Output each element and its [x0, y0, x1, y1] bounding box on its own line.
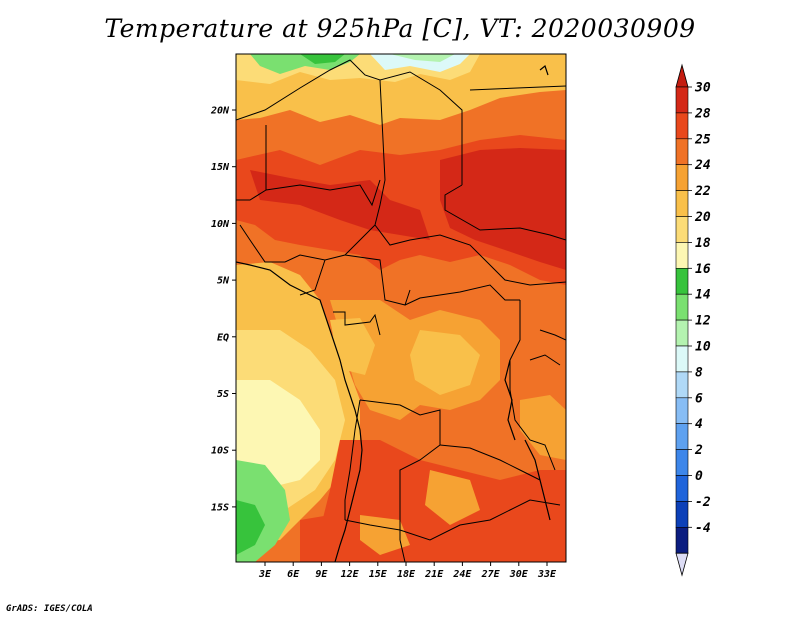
lat-label: 10N [211, 219, 230, 230]
lon-label: 12E [341, 569, 360, 580]
colorbar-label: -4 [695, 521, 711, 536]
colorbar-swatch [675, 371, 689, 399]
colorbar-label: 14 [695, 288, 711, 303]
colorbar-swatch [675, 293, 689, 321]
colorbar-swatch [675, 112, 689, 140]
colorbar-swatch [675, 526, 689, 554]
colorbar-label: -2 [695, 495, 711, 510]
country-borders [236, 59, 566, 562]
colorbar-swatch [675, 449, 689, 476]
lat-label: 5N [217, 276, 230, 287]
colorbar-label: 10 [695, 340, 711, 355]
lat-label: EQ [217, 332, 229, 343]
latitude-axis: 20N 15N 10N 5N EQ 5S 10S 15S [210, 106, 236, 513]
lon-label: 24E [452, 569, 472, 580]
colorbar-label: 12 [695, 314, 711, 329]
colorbar-swatch [675, 242, 689, 269]
colorbar-label: 6 [695, 391, 703, 406]
colorbar-swatch [675, 397, 689, 424]
colorbar-label: 28 [694, 106, 711, 121]
colorbar-label: 25 [694, 132, 711, 147]
colorbar-swatch [675, 164, 689, 191]
colorbar-bottom-arrow [675, 552, 689, 577]
colorbar-swatch [675, 86, 689, 114]
lat-label: 15N [211, 162, 230, 173]
lat-label: 10S [211, 446, 229, 457]
colorbar-swatch [675, 267, 689, 295]
lon-label: 9E [315, 569, 328, 580]
coastlines [236, 64, 551, 562]
colorbar-swatch [675, 475, 689, 502]
lon-label: 6E [287, 569, 300, 580]
colorbar-swatch [675, 190, 689, 217]
colorbar-label: 8 [695, 365, 703, 380]
longitude-axis: 3E 6E 9E 12E 15E 18E 21E 24E 27E 30E 33E [258, 562, 557, 580]
colorbar-label: 18 [695, 236, 711, 251]
lat-label: 20N [210, 106, 230, 117]
colorbar-label: 0 [695, 469, 703, 484]
lon-label: 3E [258, 569, 272, 580]
lon-label: 15E [369, 569, 388, 580]
credit-text: GrADS: IGES/COLA [6, 604, 93, 614]
colorbar-top-arrow [675, 63, 689, 88]
lat-label: 15S [211, 502, 229, 513]
map-title: Temperature at 925hPa [C], VT: 202003090… [104, 14, 696, 43]
colorbar-label: 16 [695, 262, 711, 277]
colorbar-swatch [675, 138, 689, 166]
lon-label: 30E [509, 569, 529, 580]
temperature-field [236, 54, 566, 562]
colorbar-label: 4 [695, 417, 703, 432]
colorbar-label: 20 [694, 210, 711, 225]
colorbar-swatch [675, 216, 689, 243]
colorbar-label: 2 [694, 443, 703, 458]
colorbar-swatch [675, 423, 689, 450]
colorbar-label: 22 [694, 184, 711, 199]
lon-label: 21E [424, 569, 444, 580]
colorbar-swatch [675, 501, 689, 528]
map-frame [235, 53, 567, 563]
colorbar-swatch [675, 319, 689, 347]
lat-label: 5S [217, 389, 229, 400]
lon-label: 27E [481, 569, 501, 580]
colorbar-swatch [675, 345, 689, 373]
lon-label: 33E [537, 569, 557, 580]
lon-label: 18E [397, 569, 416, 580]
colorbar-label: 24 [694, 158, 711, 173]
colorbar-label: 30 [694, 81, 711, 96]
